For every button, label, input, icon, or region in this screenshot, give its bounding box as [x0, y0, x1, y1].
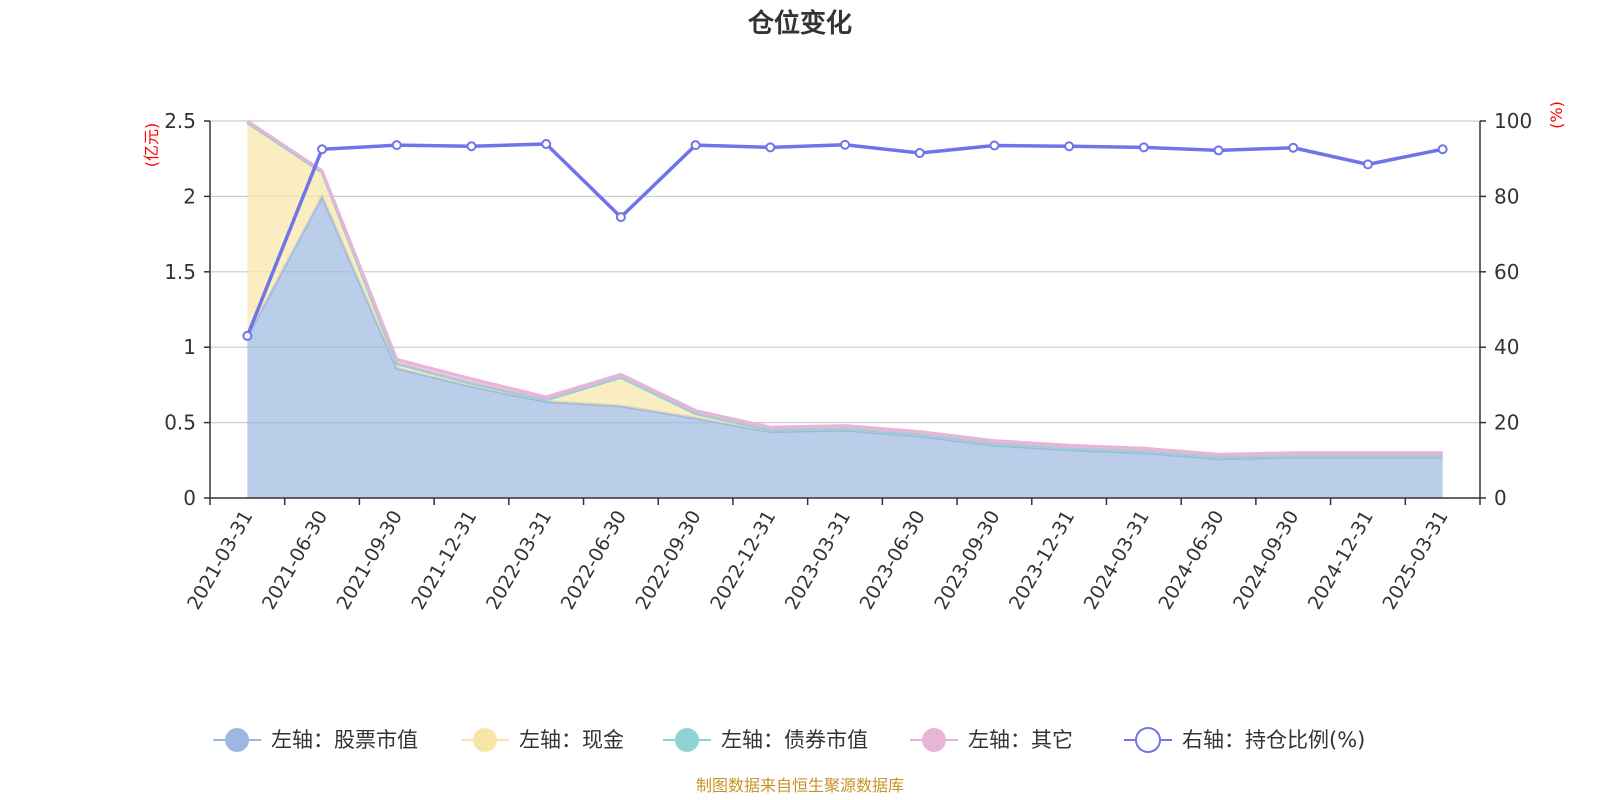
x-tick-label: 2021-06-30 — [258, 507, 332, 614]
x-tick-label: 2024-06-30 — [1154, 507, 1228, 614]
legend-item[interactable]: 右轴：持仓比例(%) — [1124, 727, 1365, 753]
ratio-line-path — [245, 142, 1443, 337]
legend-label: 右轴：持仓比例(%) — [1182, 728, 1365, 752]
chart-title: 仓位变化 — [747, 8, 852, 39]
legend-marker — [225, 728, 249, 752]
ratio-point — [1138, 142, 1149, 153]
legend: 左轴：股票市值 左轴：现金 左轴：债券市值 左轴：其它 右轴：持仓比例(%) — [213, 727, 1365, 753]
x-tick-label: 2022-12-31 — [706, 507, 780, 614]
x-tick-label: 2021-09-30 — [333, 507, 407, 614]
series-area — [247, 196, 1443, 498]
legend-marker — [922, 728, 946, 752]
ratio-point — [1437, 144, 1448, 155]
left-tick-label: 2 — [183, 184, 196, 208]
x-tick-label: 2024-12-31 — [1304, 507, 1378, 614]
ratio-point — [391, 140, 402, 151]
series-area-line — [246, 119, 1443, 456]
x-tick-label: 2022-09-30 — [631, 507, 705, 614]
legend-label: 左轴：股票市值 — [271, 728, 418, 752]
ratio-point — [242, 330, 253, 341]
x-tick-label: 2023-09-30 — [930, 507, 1004, 614]
x-tick-label: 2023-03-31 — [781, 507, 855, 614]
ratio-point — [541, 138, 552, 149]
left-tick-label: 1.5 — [164, 260, 196, 284]
legend-marker — [473, 728, 497, 752]
grid-lines — [210, 120, 1480, 424]
legend-label: 左轴：债券市值 — [721, 728, 868, 752]
right-tick-label: 20 — [1494, 411, 1519, 435]
ratio-point — [317, 144, 328, 155]
ratio-point — [1362, 159, 1373, 170]
legend-marker — [675, 728, 699, 752]
ratio-point — [1213, 145, 1224, 156]
left-tick-label: 0.5 — [164, 411, 196, 435]
legend-marker — [1135, 727, 1161, 753]
ratio-point — [840, 139, 850, 150]
legend-item[interactable]: 左轴：其它 — [910, 728, 1073, 752]
x-tick-label: 2021-12-31 — [407, 507, 481, 614]
ratio-point — [690, 140, 701, 151]
legend-label: 左轴：其它 — [968, 728, 1073, 752]
ratio-point — [989, 140, 1000, 151]
right-tick-label: 80 — [1494, 184, 1519, 208]
right-tick-label: 100 — [1494, 109, 1532, 133]
legend-item[interactable]: 左轴：股票市值 — [213, 728, 418, 752]
ratio-point — [1288, 142, 1299, 153]
right-tick-label: 40 — [1494, 335, 1519, 359]
right-tick-label: 60 — [1494, 260, 1519, 284]
x-tick-label: 2021-03-31 — [183, 507, 257, 614]
legend-item[interactable]: 左轴：现金 — [461, 728, 624, 752]
left-tick-label: 0 — [183, 486, 196, 510]
x-tick-label: 2024-03-31 — [1080, 507, 1154, 614]
left-tick-label: 2.5 — [164, 109, 196, 133]
position-ratio-line — [242, 138, 1448, 341]
ratio-point — [914, 148, 925, 159]
right-axis-unit: (%) — [1547, 101, 1566, 129]
right-tick-label: 0 — [1494, 486, 1507, 510]
legend-item[interactable]: 左轴：债券市值 — [663, 728, 868, 752]
x-tick-label: 2022-06-30 — [557, 507, 631, 614]
ratio-point — [615, 212, 626, 223]
ratio-point — [466, 141, 477, 152]
left-axis-unit: (亿元) — [142, 123, 161, 168]
source-note: 制图数据来自恒生聚源数据库 — [696, 776, 904, 795]
x-tick-label: 2024-09-30 — [1229, 507, 1303, 614]
x-tick-label: 2025-03-31 — [1378, 507, 1452, 614]
x-tick-label: 2022-03-31 — [482, 507, 556, 614]
x-tick-label: 2023-12-31 — [1005, 507, 1079, 614]
ratio-point — [765, 142, 776, 153]
left-tick-label: 1 — [183, 335, 196, 359]
legend-label: 左轴：现金 — [519, 728, 624, 752]
x-tick-label: 2023-06-30 — [856, 507, 930, 614]
stacked-areas — [246, 119, 1443, 498]
ratio-point — [1064, 141, 1075, 152]
